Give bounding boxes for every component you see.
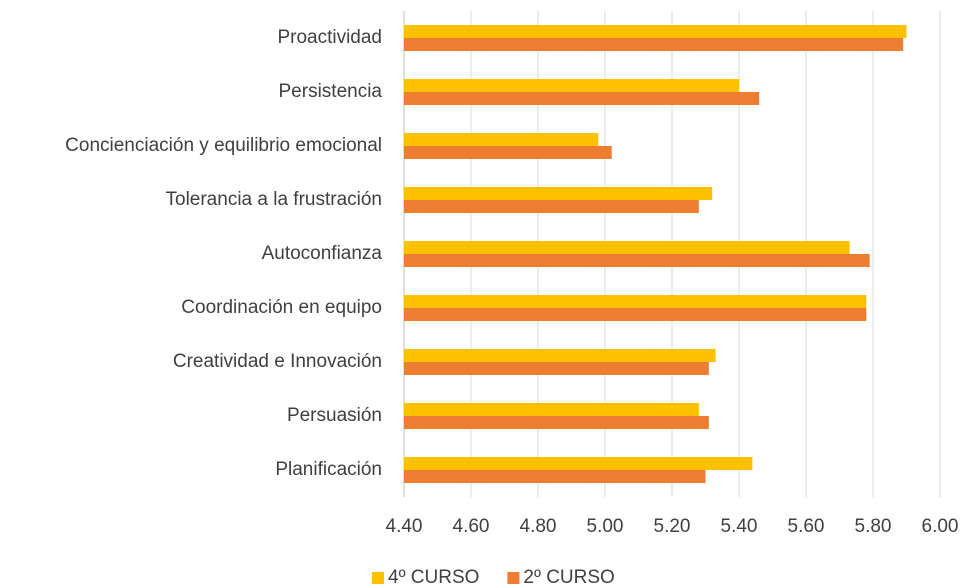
y-tick-label: Creatividad e Innovación [173,351,382,372]
legend-swatch [507,572,520,584]
bar [404,133,599,146]
x-tick-label: 5.40 [721,516,758,537]
y-tick-label: Proactividad [277,27,382,48]
bar [404,146,612,159]
bar [404,416,709,429]
y-tick-label: Concienciación y equilibrio emocional [65,135,382,156]
y-tick-label: Planificación [275,459,382,480]
y-tick-label: Autoconfianza [262,243,383,264]
legend-label: 2º CURSO [523,567,614,587]
x-tick-label: 5.00 [587,516,624,537]
bar [404,92,760,105]
bar [404,457,753,470]
y-tick-label: Persuasión [287,405,382,426]
x-tick-label: 4.40 [386,516,423,537]
bar [404,470,706,483]
x-tick-label: 5.60 [788,516,825,537]
bar [404,308,867,321]
bar [404,187,713,200]
bar [404,349,716,362]
bar [404,295,867,308]
x-tick-label: 6.00 [922,516,959,537]
x-tick-label: 4.80 [520,516,557,537]
bar [404,38,904,51]
bar [404,403,699,416]
x-tick-label: 4.60 [453,516,490,537]
x-tick-label: 5.80 [855,516,892,537]
bar [404,241,850,254]
x-tick-label: 5.20 [654,516,691,537]
legend-label: 4º CURSO [388,567,479,587]
bar [404,362,709,375]
y-tick-label: Persistencia [279,81,383,102]
legend-swatch [372,572,384,584]
bar [404,25,907,38]
bar [404,254,870,267]
y-tick-label: Coordinación en equipo [181,297,382,318]
y-tick-label: Tolerancia a la frustración [166,189,383,210]
bar [404,200,699,213]
bar [404,79,739,92]
